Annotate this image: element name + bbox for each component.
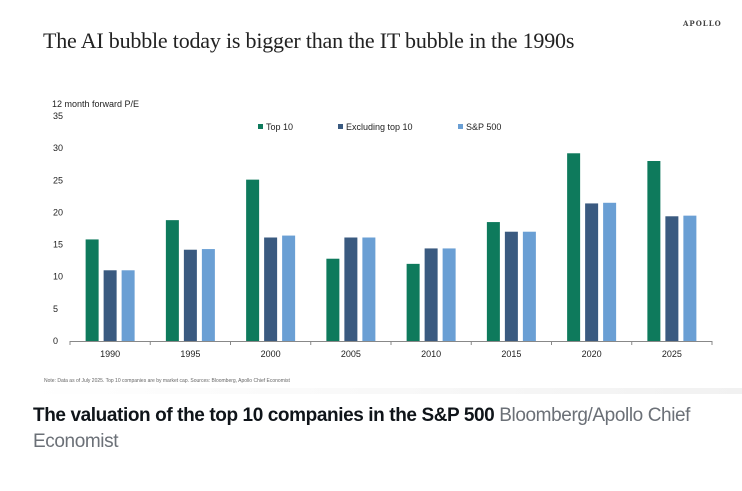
legend-label: S&P 500 — [466, 122, 501, 132]
legend-swatch — [258, 124, 263, 129]
bars — [85, 153, 697, 341]
x-tick-label: 2015 — [501, 349, 521, 359]
x-tick-label: 2010 — [421, 349, 441, 359]
bar-top-10-2010 — [406, 263, 420, 341]
bar-s-p-500-1995 — [201, 249, 215, 341]
y-tick-label: 0 — [53, 336, 58, 346]
bar-top-10-2000 — [246, 179, 260, 341]
y-axis-ticks: 0 5 10 15 20 25 30 35 — [53, 111, 63, 346]
bar-excluding-top-10-2005 — [344, 237, 358, 341]
y-tick-label: 30 — [53, 143, 63, 153]
bar-top-10-2025 — [647, 161, 661, 341]
y-tick-label: 5 — [53, 304, 58, 314]
chart-note: Note: Data as of July 2025. Top 10 compa… — [44, 378, 290, 384]
bar-s-p-500-2020 — [603, 202, 617, 341]
bar-s-p-500-1990 — [121, 270, 135, 341]
x-tick-label: 2025 — [662, 349, 682, 359]
bar-excluding-top-10-2020 — [585, 203, 599, 341]
legend: Top 10 Excluding top 10 S&P 500 — [258, 122, 501, 132]
x-tick-label: 1990 — [100, 349, 120, 359]
bar-excluding-top-10-1995 — [183, 249, 197, 341]
x-tick-label: 2005 — [341, 349, 361, 359]
x-tick-label: 1995 — [180, 349, 200, 359]
bar-excluding-top-10-2015 — [504, 231, 518, 341]
x-axis-ticks: 1990 1995 2000 2005 2010 2015 2020 2025 — [69, 341, 713, 359]
bar-s-p-500-2000 — [282, 235, 296, 341]
caption-source: Bloomberg/Apollo Chief Economist — [33, 405, 691, 452]
bar-s-p-500-2005 — [362, 237, 376, 341]
bar-s-p-500-2025 — [683, 215, 697, 341]
x-tick-label: 2020 — [582, 349, 602, 359]
bar-top-10-1995 — [165, 220, 179, 341]
bar-s-p-500-2010 — [442, 248, 456, 341]
legend-label: Excluding top 10 — [346, 122, 413, 132]
y-axis-label: 12 month forward P/E — [52, 99, 139, 109]
bar-excluding-top-10-2000 — [264, 237, 278, 341]
x-tick-label: 2000 — [261, 349, 281, 359]
legend-swatch — [458, 124, 463, 129]
divider — [30, 388, 742, 394]
y-tick-label: 15 — [53, 240, 63, 250]
chart-title: The AI bubble today is bigger than the I… — [43, 28, 575, 53]
bar-top-10-2005 — [326, 258, 340, 341]
post-caption: The valuation of the top 10 companies in… — [33, 403, 723, 455]
bar-s-p-500-2015 — [522, 231, 536, 341]
bar-excluding-top-10-2025 — [665, 216, 679, 341]
apollo-logo: APOLLO — [683, 19, 722, 28]
legend-swatch — [338, 124, 343, 129]
bar-excluding-top-10-1990 — [103, 270, 117, 341]
bar-excluding-top-10-2010 — [424, 248, 438, 341]
y-tick-label: 10 — [53, 272, 63, 282]
y-tick-label: 25 — [53, 175, 63, 185]
legend-label: Top 10 — [266, 122, 293, 132]
bar-top-10-2020 — [567, 153, 581, 341]
y-tick-label: 35 — [53, 111, 63, 121]
bar-top-10-2015 — [486, 222, 500, 341]
bar-top-10-1990 — [85, 239, 99, 341]
y-tick-label: 20 — [53, 207, 63, 217]
caption-title: The valuation of the top 10 companies in… — [33, 405, 495, 426]
